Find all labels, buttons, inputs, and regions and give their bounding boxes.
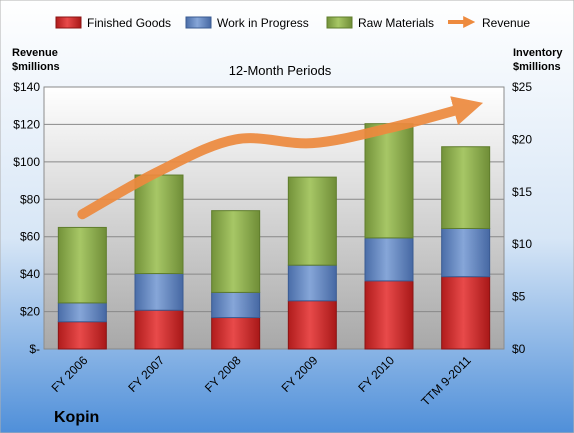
left-tick-label: $20 — [20, 305, 40, 319]
bar-raw-materials-fy-2008 — [211, 210, 261, 293]
bar-finished-goods-fy-2006 — [57, 321, 107, 350]
bar-finished-goods-fy-2008 — [211, 317, 261, 350]
bar-finished-goods-fy-2010 — [364, 280, 414, 350]
right-tick-label: $15 — [512, 185, 532, 199]
legend-swatch-work-in-progress — [185, 16, 212, 29]
left-tick-label: $140 — [13, 80, 40, 94]
company-name: Kopin — [54, 409, 99, 426]
legend: Finished Goods Work in Progress Raw Mate… — [55, 16, 530, 30]
right-tick-label: $5 — [512, 290, 526, 304]
right-tick-label: $10 — [512, 237, 532, 251]
bar-work-in-progress-fy-2009 — [287, 264, 337, 302]
left-tick-label: $120 — [13, 117, 40, 131]
bar-raw-materials-fy-2006 — [57, 226, 107, 304]
left-axis-label-line1: Revenue — [12, 47, 58, 59]
bar-finished-goods-fy-2007 — [134, 309, 184, 350]
bar-finished-goods-fy-2009 — [287, 300, 337, 350]
bar-raw-materials-fy-2007 — [134, 174, 184, 275]
legend-swatch-finished-goods — [55, 16, 82, 29]
bar-work-in-progress-fy-2006 — [57, 302, 107, 323]
plot-area — [43, 86, 505, 350]
legend-label-work-in-progress: Work in Progress — [217, 16, 309, 30]
left-tick-label: $40 — [20, 267, 40, 281]
bar-raw-materials-fy-2009 — [287, 176, 337, 266]
right-tick-label: $20 — [512, 132, 532, 146]
bar-work-in-progress-fy-2007 — [134, 273, 184, 311]
right-tick-label: $25 — [512, 80, 532, 94]
bar-group — [57, 123, 491, 350]
left-axis-label-line2: $millions — [12, 61, 60, 73]
legend-label-revenue: Revenue — [482, 16, 530, 30]
chart-subtitle: 12-Month Periods — [229, 63, 332, 78]
legend-label-finished-goods: Finished Goods — [87, 16, 171, 30]
legend-label-raw-materials: Raw Materials — [358, 16, 434, 30]
left-tick-label: $100 — [13, 155, 40, 169]
right-axis-label-line1: Inventory — [513, 47, 563, 59]
bar-finished-goods-ttm-9-2011 — [441, 276, 491, 350]
left-axis: $- $20 $40 $60 $80 $100 $120 $140 — [13, 80, 40, 356]
left-tick-label: $- — [29, 342, 40, 356]
bar-work-in-progress-ttm-9-2011 — [441, 227, 491, 278]
legend-swatch-raw-materials — [326, 16, 353, 29]
bar-raw-materials-fy-2010 — [364, 123, 414, 239]
gridlines — [44, 86, 504, 350]
bar-work-in-progress-fy-2008 — [211, 291, 261, 319]
right-axis: $0 $5 $10 $15 $20 $25 — [512, 80, 532, 356]
bar-raw-materials-ttm-9-2011 — [441, 146, 491, 229]
right-axis-label-line2: $millions — [513, 61, 561, 73]
revenue-line-group — [77, 96, 484, 220]
revenue-line — [77, 96, 484, 220]
left-tick-label: $60 — [20, 230, 40, 244]
left-tick-label: $80 — [20, 192, 40, 206]
right-tick-label: $0 — [512, 342, 526, 356]
bar-work-in-progress-fy-2010 — [364, 237, 414, 282]
